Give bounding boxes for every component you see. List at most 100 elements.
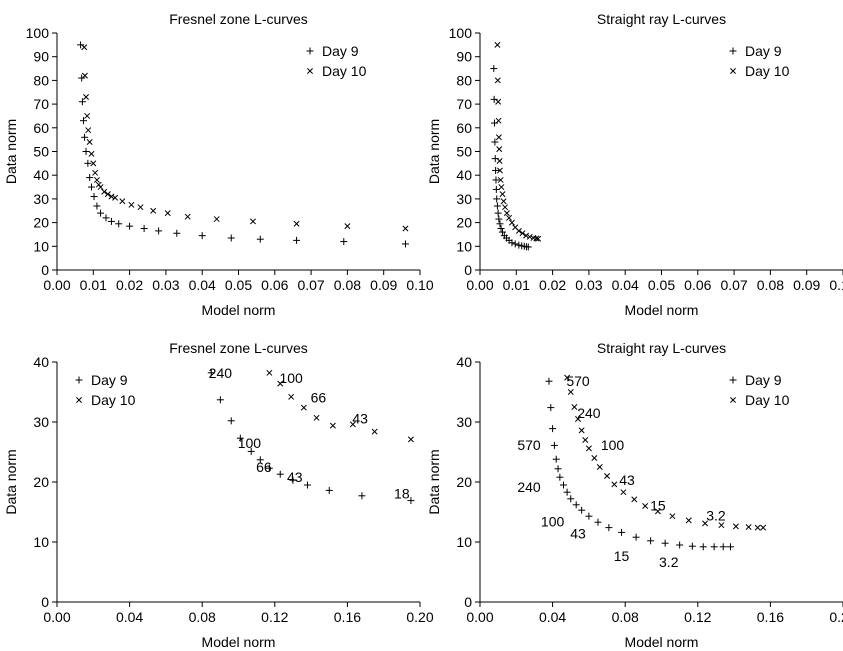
data-point xyxy=(585,512,593,520)
x-tick-label: 0.05 xyxy=(225,277,252,293)
data-point xyxy=(494,209,502,217)
data-point xyxy=(594,518,602,526)
data-point xyxy=(340,238,348,246)
data-point xyxy=(685,517,692,524)
data-point xyxy=(150,207,157,214)
x-tick-label: 0.16 xyxy=(757,609,784,625)
data-point xyxy=(494,77,501,84)
data-point xyxy=(495,134,502,141)
data-point xyxy=(496,158,503,164)
data-point xyxy=(699,543,707,551)
y-tick-label: 0 xyxy=(41,594,49,610)
data-point xyxy=(104,191,111,198)
data-point xyxy=(128,201,135,208)
data-point xyxy=(88,150,95,157)
legend: Day 9 Day 10 xyxy=(75,372,136,408)
data-point xyxy=(81,133,89,141)
data-point xyxy=(571,404,578,410)
data-point xyxy=(591,455,598,461)
data-point xyxy=(654,508,661,515)
legend-label: Day 9 xyxy=(745,372,782,388)
legend-marker xyxy=(730,68,736,74)
x-tick-label: 0.00 xyxy=(43,609,70,625)
data-point xyxy=(198,232,206,240)
data-point xyxy=(84,159,92,167)
chart-title: Fresnel zone L-curves xyxy=(169,11,308,27)
data-point xyxy=(90,193,98,201)
data-point xyxy=(265,464,273,472)
x-tick-label: 0.09 xyxy=(793,277,820,293)
data-point xyxy=(496,220,504,228)
data-point xyxy=(498,184,505,191)
y-tick-label: 0 xyxy=(464,262,472,278)
data-point xyxy=(502,204,509,211)
data-point xyxy=(564,374,571,381)
point-annotation: 66 xyxy=(311,389,327,405)
data-point xyxy=(496,167,503,174)
data-point xyxy=(313,414,320,421)
x-tick-label: 0.03 xyxy=(575,277,602,293)
data-point xyxy=(155,227,163,235)
point-annotation: 100 xyxy=(279,370,303,386)
data-point xyxy=(500,198,507,205)
y-tick-label: 100 xyxy=(26,25,50,41)
y-tick-label: 80 xyxy=(456,72,472,88)
data-point xyxy=(247,447,255,455)
legend-label: Day 10 xyxy=(91,392,136,408)
data-point xyxy=(108,193,115,200)
y-axis-label: Data norm xyxy=(426,119,442,184)
point-annotation: 43 xyxy=(352,410,368,426)
data-point xyxy=(77,41,85,49)
legend-marker xyxy=(306,47,314,55)
data-point xyxy=(490,65,498,73)
data-point xyxy=(508,239,516,247)
x-tick-label: 0.08 xyxy=(612,609,639,625)
y-tick-label: 30 xyxy=(33,191,49,207)
y-tick-label: 100 xyxy=(449,25,473,41)
data-point xyxy=(552,455,560,463)
data-point xyxy=(84,112,91,119)
x-axis-label: Model norm xyxy=(625,302,699,318)
y-tick-label: 90 xyxy=(456,49,472,65)
point-annotation: 66 xyxy=(256,459,272,475)
data-point xyxy=(86,139,93,145)
y-tick-label: 30 xyxy=(456,414,472,430)
y-tick-label: 40 xyxy=(33,354,49,370)
y-tick-label: 50 xyxy=(456,144,472,160)
x-tick-label: 0.00 xyxy=(43,277,70,293)
chart-title: Straight ray L-curves xyxy=(597,11,726,27)
chart-panel-3: Fresnel zone L-curves 0.00 0.04 0.08 0.12 0.1… xyxy=(3,340,434,650)
data-point xyxy=(611,481,618,488)
legend-label: Day 10 xyxy=(745,63,790,79)
data-point xyxy=(137,204,144,211)
series-day-10 xyxy=(266,369,414,443)
legend-marker xyxy=(729,376,737,384)
data-point xyxy=(618,528,626,536)
y-tick-label: 60 xyxy=(33,120,49,136)
data-point xyxy=(289,476,297,484)
x-tick-label: 0.04 xyxy=(116,609,143,625)
y-tick-label: 50 xyxy=(33,144,49,160)
x-tick-label: 0.06 xyxy=(684,277,711,293)
data-point xyxy=(688,542,696,550)
series-day-9 xyxy=(490,65,532,251)
data-point xyxy=(227,234,235,242)
data-point xyxy=(676,541,684,549)
y-tick-label: 20 xyxy=(456,474,472,490)
data-point xyxy=(491,138,499,146)
y-tick-label: 10 xyxy=(33,534,49,550)
data-point xyxy=(515,241,523,249)
data-point xyxy=(503,210,510,217)
data-point xyxy=(164,210,171,217)
point-annotation: 240 xyxy=(517,479,541,495)
data-point xyxy=(344,223,351,230)
data-point xyxy=(506,214,513,221)
point-annotation: 18 xyxy=(394,485,410,501)
x-tick-label: 0.04 xyxy=(539,609,566,625)
data-point xyxy=(647,537,655,545)
data-point xyxy=(256,235,264,243)
legend-marker xyxy=(730,397,736,403)
data-point xyxy=(173,229,181,237)
data-point xyxy=(732,523,739,530)
chart-panel-4: Straight ray L-curves 0.00 0.04 0.08 0.12 0.1… xyxy=(426,340,843,650)
